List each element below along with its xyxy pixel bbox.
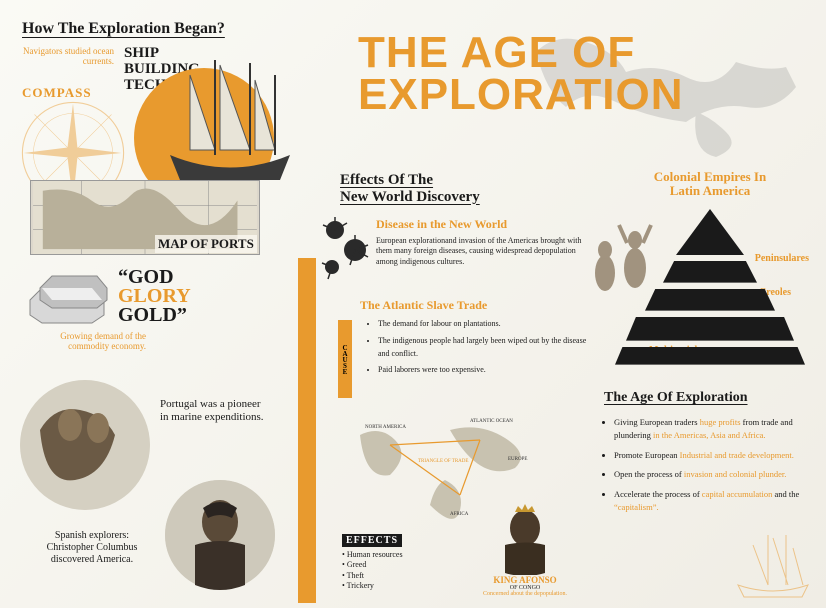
main-title: THE AGE OFEXPLORATION: [358, 32, 684, 116]
ggg-subtitle: Growing demand of the commodity economy.: [26, 332, 146, 352]
svg-text:EUROPE: EUROPE: [508, 457, 527, 462]
slave-header: The Atlantic Slave Trade: [360, 298, 590, 313]
left-header: How The Exploration Began?: [22, 20, 342, 38]
svg-text:NORTH AMERICA: NORTH AMERICA: [365, 425, 406, 430]
king-afonso-section: KING AFONSO OF CONGO Concerned about the…: [450, 500, 600, 600]
columbus-circle: [165, 480, 275, 590]
god-glory-gold: “GODGLORYGOLD”: [118, 268, 191, 325]
portugal-circle: [20, 380, 150, 510]
svg-text:TRIANGLE OF TRADE: TRIANGLE OF TRADE: [418, 459, 468, 464]
spanish-explorers-text: Spanish explorers: Christopher Columbus …: [32, 530, 152, 566]
silver-bars-icon: [22, 270, 112, 325]
orange-divider-bar: [298, 258, 316, 603]
portugal-text: Portugal was a pioneer in marine expendi…: [160, 398, 270, 424]
effects-header: Effects Of TheNew World Discovery: [340, 172, 590, 205]
disease-header: Disease in the New World: [376, 217, 590, 232]
effects-list: • Human resources• Greed• Theft• Tricker…: [342, 550, 432, 592]
cause-bar: CAUSE: [338, 320, 352, 398]
effects-section: EFFECTS • Human resources• Greed• Theft•…: [342, 530, 432, 592]
disease-body: European explorationand invasion of the …: [376, 236, 590, 267]
right-header: The Age Of Exploration: [604, 390, 748, 406]
map-label: MAP OF PORTS: [155, 235, 257, 253]
pyramid-header: Colonial Empires InLatin America: [610, 170, 810, 199]
effects-label: EFFECTS: [342, 534, 402, 547]
ship-icon: [150, 55, 310, 190]
social-pyramid: Peninsulares Creoles Multiracial groups: [615, 209, 805, 369]
slave-causes-list: The demand for labour on plantations. Th…: [378, 318, 593, 381]
right-bullets: Giving European traders huge profits fro…: [614, 416, 814, 521]
small-ship-icon: [728, 530, 818, 600]
svg-text:ATLANTIC OCEAN: ATLANTIC OCEAN: [470, 419, 513, 424]
nav-text: Navigators studied ocean currents.: [22, 46, 114, 66]
